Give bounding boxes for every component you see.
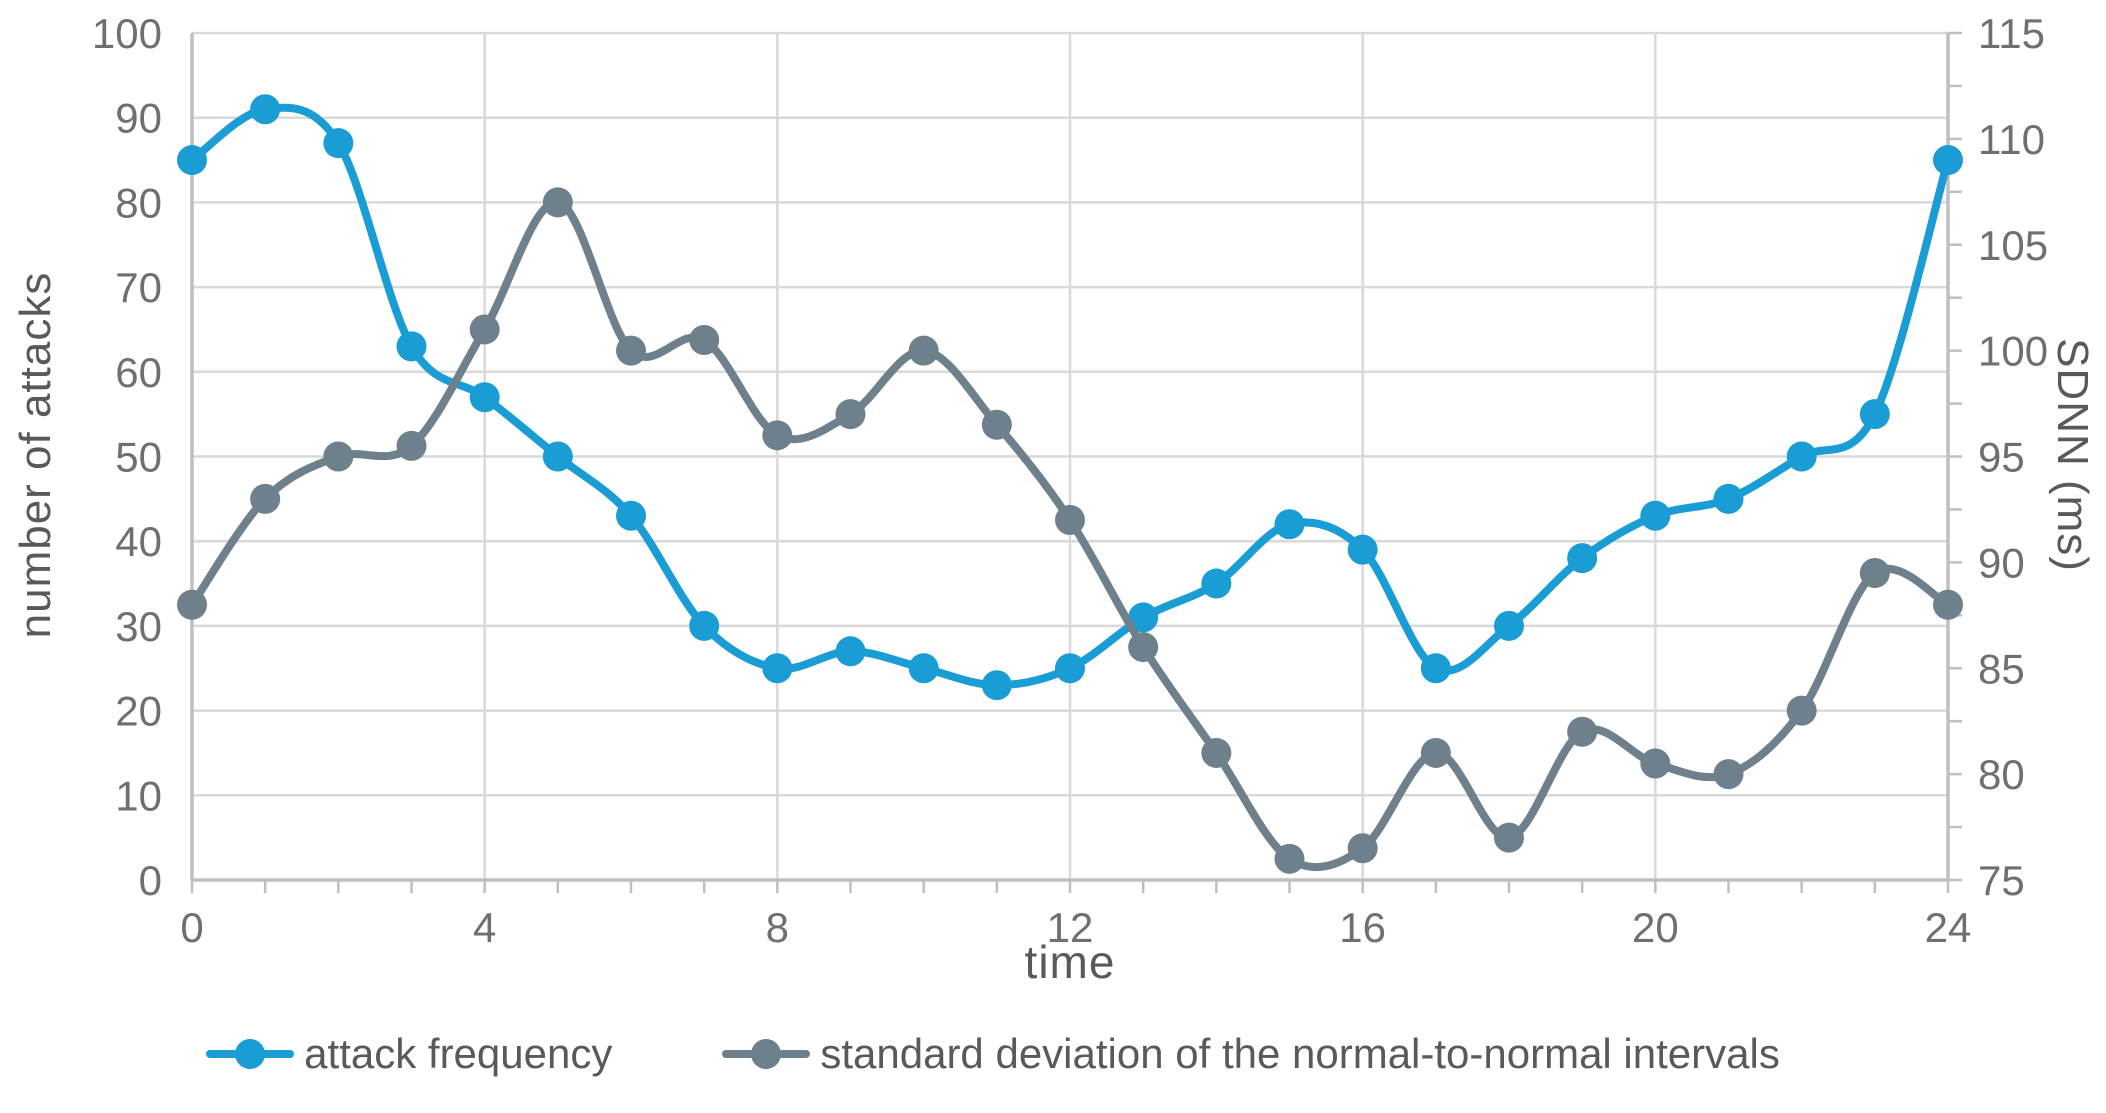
svg-text:60: 60 xyxy=(115,349,162,396)
svg-text:75: 75 xyxy=(1978,857,2025,904)
svg-text:0: 0 xyxy=(180,904,203,951)
svg-text:10: 10 xyxy=(115,772,162,819)
legend-label: attack frequency xyxy=(304,1030,613,1077)
svg-text:80: 80 xyxy=(1978,751,2025,798)
x-axis-title: time xyxy=(1024,936,1116,988)
right-axis-title: SDNN (ms) xyxy=(2048,338,2097,572)
svg-text:30: 30 xyxy=(115,603,162,650)
svg-text:12: 12 xyxy=(1047,904,1094,951)
legend-item-sdnn: standard deviation of the normal-to-norm… xyxy=(722,1030,1780,1078)
svg-text:80: 80 xyxy=(115,179,162,226)
legend-label: standard deviation of the normal-to-norm… xyxy=(820,1030,1780,1077)
svg-text:110: 110 xyxy=(1978,116,2045,163)
line-marker-icon xyxy=(206,1037,295,1071)
svg-text:105: 105 xyxy=(1978,222,2048,269)
svg-text:40: 40 xyxy=(115,518,162,565)
legend: attack frequency standard deviation of t… xyxy=(0,1030,2046,1078)
legend-dot-icon xyxy=(235,1039,266,1069)
svg-text:20: 20 xyxy=(115,688,162,735)
svg-text:90: 90 xyxy=(115,95,162,142)
svg-text:115: 115 xyxy=(1978,10,2045,57)
svg-text:20: 20 xyxy=(1632,904,1679,951)
svg-text:4: 4 xyxy=(473,904,496,951)
svg-text:50: 50 xyxy=(115,434,162,481)
legend-dot-icon xyxy=(751,1039,782,1069)
svg-text:70: 70 xyxy=(115,264,162,311)
svg-text:8: 8 xyxy=(766,904,789,951)
svg-text:100: 100 xyxy=(1978,328,2048,375)
svg-text:16: 16 xyxy=(1339,904,1386,951)
left-axis-title: number of attacks xyxy=(11,271,60,639)
line-marker-icon xyxy=(722,1037,811,1071)
svg-text:100: 100 xyxy=(92,10,162,57)
svg-text:95: 95 xyxy=(1978,434,2025,481)
svg-text:90: 90 xyxy=(1978,539,2025,586)
legend-item-attack-frequency: attack frequency xyxy=(206,1030,612,1078)
svg-text:24: 24 xyxy=(1925,904,1972,951)
svg-text:85: 85 xyxy=(1978,645,2025,692)
svg-text:0: 0 xyxy=(139,857,162,904)
